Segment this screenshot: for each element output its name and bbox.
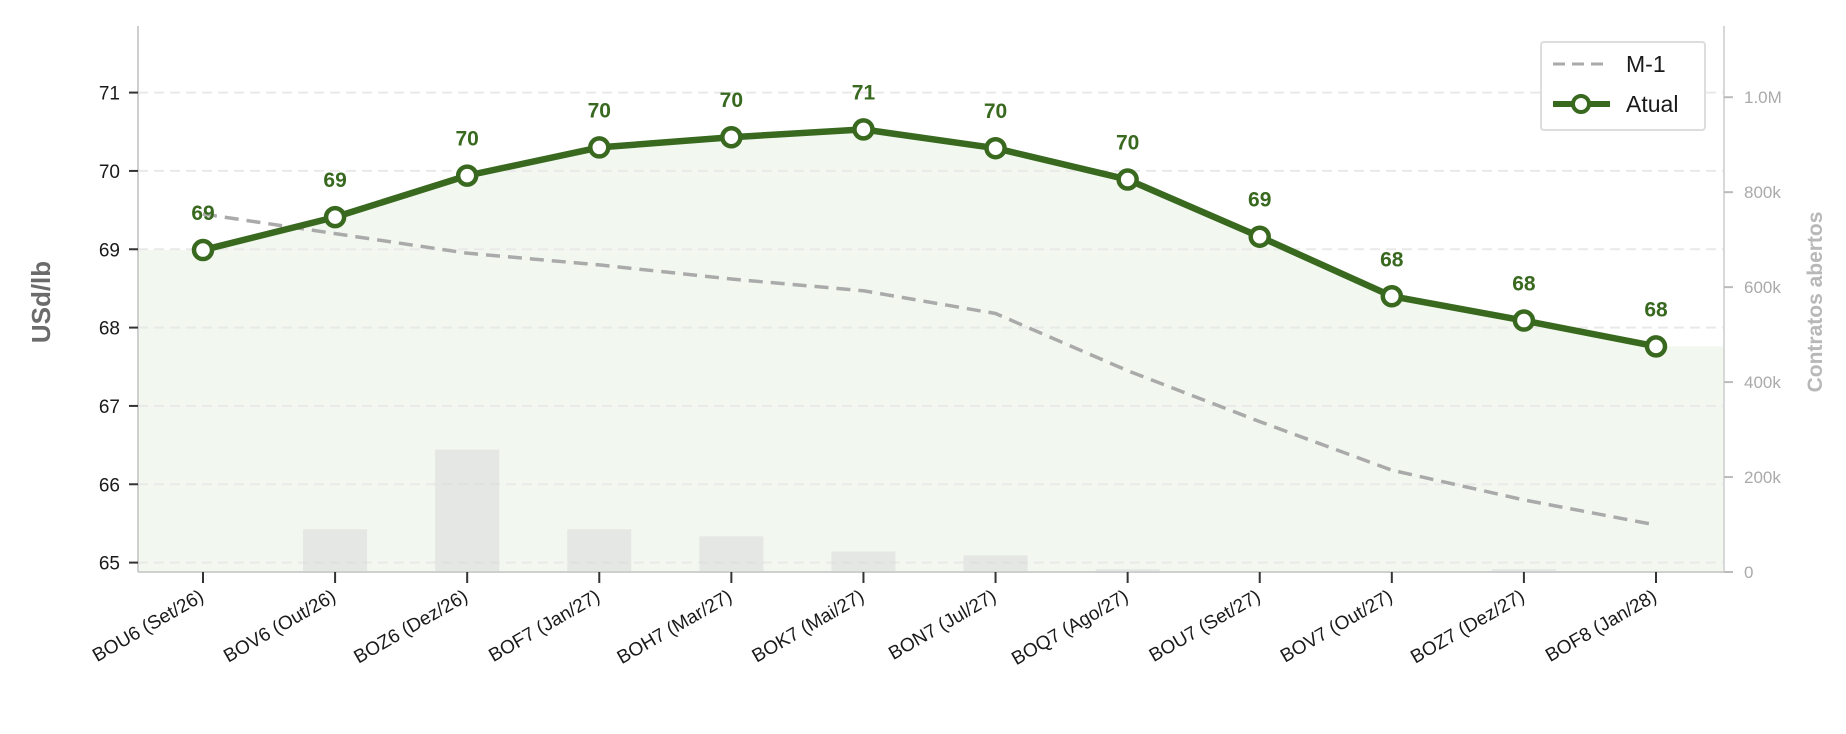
legend-atual-label: Atual — [1626, 91, 1678, 117]
x-tick-label: BOF8 (Jan/28) — [1542, 586, 1660, 666]
y-tick-label-left: 71 — [99, 84, 120, 105]
y-axis-label-right: Contratos abertos — [1804, 212, 1827, 393]
y-tick-label-left: 68 — [99, 319, 120, 340]
atual-point — [1644, 335, 1668, 358]
atual-data-label: 68 — [1644, 298, 1668, 321]
open-interest-bar — [1095, 569, 1160, 572]
atual-data-label: 70 — [984, 100, 1007, 123]
atual-data-label: 69 — [323, 169, 346, 192]
atual-data-label: 68 — [1512, 273, 1536, 296]
open-interest-bars — [303, 449, 1556, 572]
atual-data-label: 70 — [720, 89, 743, 112]
atual-area-fill — [138, 129, 1724, 573]
x-tick-label: BOU6 (Set/26) — [89, 586, 207, 666]
open-interest-bar — [699, 536, 764, 572]
y-tick-label-right: 800k — [1744, 183, 1781, 202]
x-tick-label: BOH7 (Mar/27) — [614, 586, 736, 669]
open-interest-bar — [1491, 569, 1556, 572]
x-tick-label: BOK7 (Mai/27) — [749, 586, 868, 667]
legend-m1-label: M-1 — [1626, 51, 1666, 77]
atual-data-label: 70 — [588, 99, 611, 122]
atual-point — [720, 125, 743, 149]
x-tick-label: BOZ6 (Dez/26) — [351, 586, 472, 668]
atual-point — [455, 164, 479, 187]
y-tick-label-left: 65 — [99, 554, 120, 575]
atual-point — [1380, 285, 1404, 308]
area-fill-layer — [138, 129, 1724, 573]
atual-point — [852, 118, 875, 141]
open-interest-bar — [963, 555, 1028, 572]
open-interest-bar — [567, 529, 632, 572]
open-interest-bar — [303, 529, 368, 572]
y-tick-label-right: 0 — [1744, 563, 1753, 582]
atual-point — [1512, 309, 1536, 332]
legend: M-1 Atual — [1540, 41, 1706, 131]
y-tick-label-left: 70 — [99, 162, 120, 183]
data-labels: 69 69 70 70 70 71 70 70 69 68 68 68 — [191, 81, 1668, 321]
atual-data-label: 69 — [191, 202, 214, 225]
atual-data-label: 68 — [1380, 248, 1404, 271]
legend-atual-marker — [1571, 94, 1591, 114]
y-tick-label-left: 67 — [99, 397, 120, 418]
x-tick-label: BOQ7 (Ago/27) — [1008, 586, 1132, 670]
x-tick-label: BOZ7 (Dez/27) — [1407, 586, 1528, 668]
y-tick-label-right: 600k — [1744, 278, 1781, 297]
series-line-atual — [199, 126, 1660, 350]
y-tick-label-left: 66 — [99, 475, 120, 496]
y-tick-label-right: 400k — [1744, 373, 1781, 392]
atual-point — [1116, 168, 1139, 191]
y-axis-label-left: USd/lb — [26, 261, 56, 343]
y-tick-label-left: 69 — [99, 240, 120, 261]
series-lines — [191, 118, 1668, 527]
x-tick-label: BOV7 (Out/27) — [1277, 586, 1396, 667]
x-tick-label: BOF7 (Jan/27) — [485, 586, 603, 666]
axes — [137, 26, 1725, 573]
atual-data-label: 70 — [1116, 132, 1139, 155]
legend-box — [1540, 41, 1706, 131]
gridlines — [138, 91, 1724, 564]
atual-data-label: 70 — [456, 128, 479, 151]
open-interest-bar — [831, 551, 896, 572]
atual-point — [984, 136, 1007, 160]
y-tick-label-right: 200k — [1744, 468, 1781, 487]
series-line-m1 — [202, 212, 1657, 527]
open-interest-bar — [435, 449, 500, 572]
atual-point — [323, 205, 347, 229]
atual-point — [191, 238, 215, 262]
y-tick-label-right: 1.0M — [1744, 88, 1782, 107]
atual-point — [588, 136, 611, 159]
atual-data-label: 71 — [852, 81, 876, 104]
x-tick-label: BON7 (Jul/27) — [885, 586, 1000, 664]
atual-data-label: 69 — [1248, 189, 1271, 212]
atual-point — [1248, 225, 1271, 248]
x-tick-label: BOU7 (Set/27) — [1146, 586, 1264, 666]
x-tick-label: BOV6 (Out/26) — [220, 586, 339, 667]
